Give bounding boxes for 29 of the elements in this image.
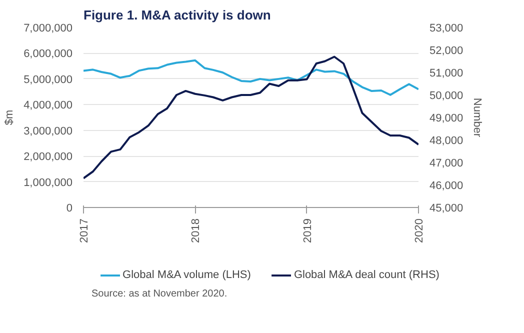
x-tick-label: 2018 <box>190 218 202 243</box>
y-tick-label: 0 <box>66 202 73 214</box>
x-tick-label: 2020 <box>414 218 426 243</box>
line-series <box>84 59 418 96</box>
y2-axis-title: Number <box>471 98 484 138</box>
y2-tick-label: 49,000 <box>430 112 464 124</box>
y-tick-label: 6,000,000 <box>24 48 72 60</box>
y2-tick-label: 50,000 <box>430 90 464 102</box>
y2-tick-label: 46,000 <box>430 180 464 192</box>
y2-tick-label: 52,000 <box>430 45 464 57</box>
y2-tick-label: 48,000 <box>430 135 464 147</box>
source-note: Source: as at November 2020. <box>92 288 228 300</box>
chart-title: Figure 1. M&A activity is down <box>84 8 271 22</box>
y-tick-label: 2,000,000 <box>24 151 72 164</box>
y2-tick-label: 47,000 <box>430 158 464 170</box>
y-tick-label: 7,000,000 <box>24 22 72 34</box>
y-tick-label: 5,000,000 <box>24 74 72 86</box>
line-series <box>84 56 418 180</box>
legend-label: Global M&A deal count (RHS) <box>294 269 440 281</box>
x-tick-label: 2017 <box>78 218 90 243</box>
y2-tick-label: 45,000 <box>430 202 464 214</box>
y2-tick-label: 51,000 <box>430 68 464 80</box>
y-tick-label: 3,000,000 <box>24 125 72 138</box>
x-tick-label: 2019 <box>302 218 314 243</box>
y2-tick-label: 53,000 <box>430 22 464 34</box>
y-tick-label: 1,000,000 <box>24 176 72 189</box>
y-tick-label: 4,000,000 <box>24 100 72 112</box>
y-axis-title: $m <box>4 110 16 126</box>
legend-label: Global M&A volume (LHS) <box>122 269 251 281</box>
